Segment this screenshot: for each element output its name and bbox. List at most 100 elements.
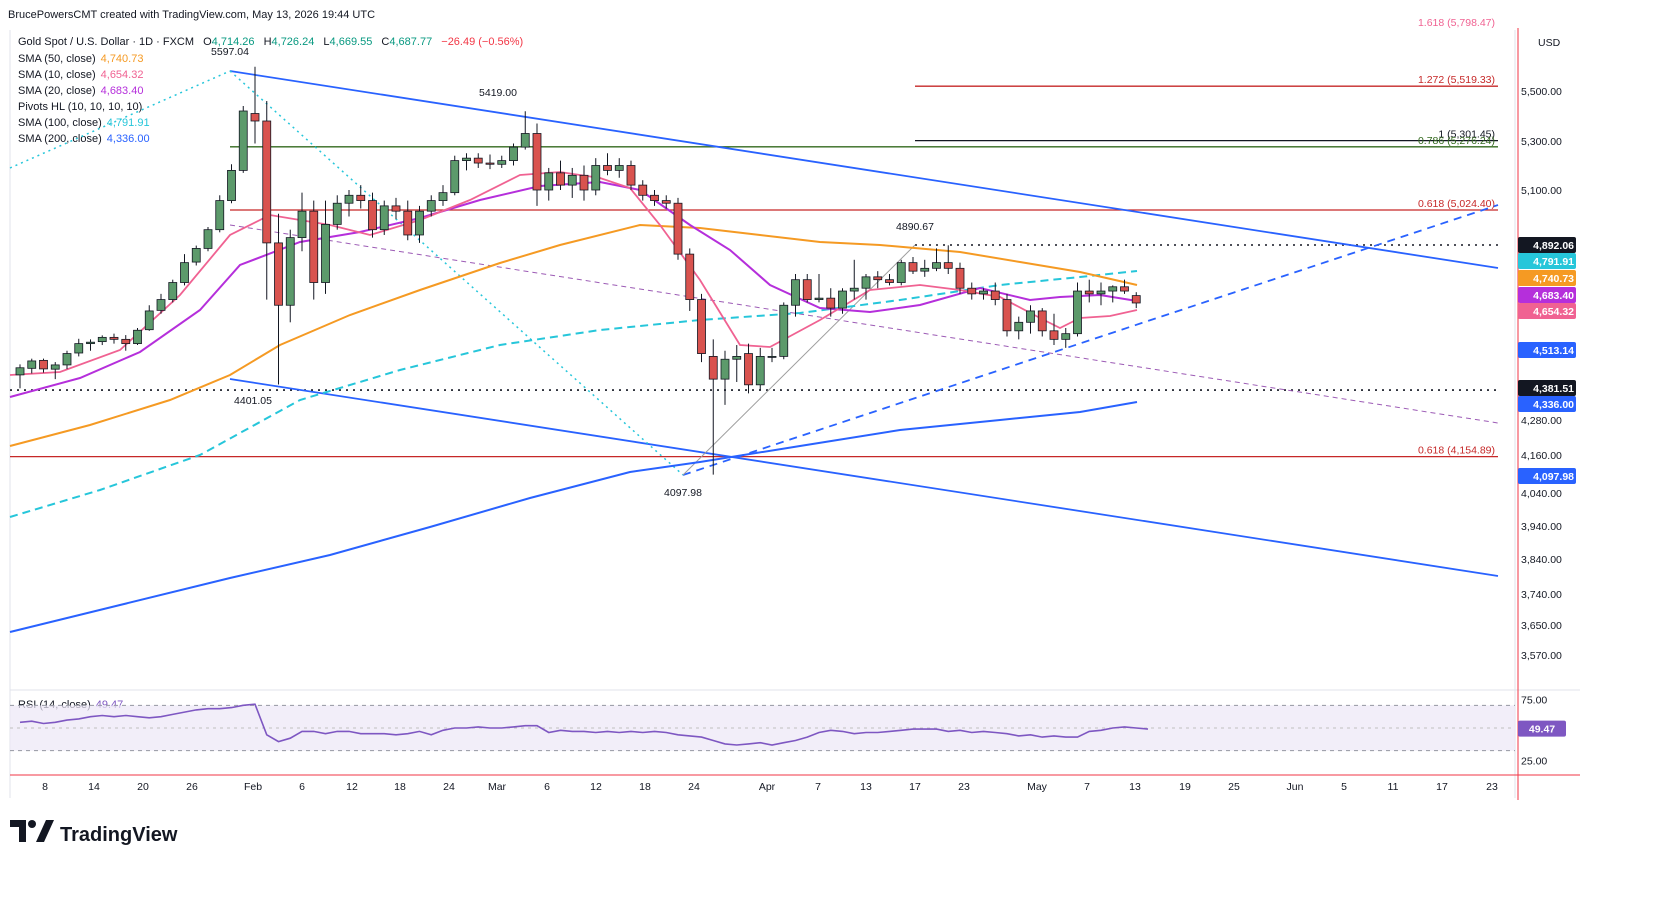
y-tick-label: 3,570.00	[1521, 650, 1562, 662]
price-tag-text: 4,097.98	[1533, 471, 1574, 483]
rsi-line	[19, 703, 1149, 746]
price-tag	[1518, 468, 1576, 484]
x-tick-label: 26	[186, 781, 198, 793]
candle-body	[473, 157, 483, 164]
price-tag	[1518, 287, 1576, 303]
legend-sma50[interactable]: SMA (50, close) 4,740.73	[18, 53, 143, 65]
candle-body	[39, 359, 48, 370]
y-tick-label: 4,040.00	[1521, 488, 1562, 500]
y-tick-label: 3,840.00	[1521, 554, 1562, 566]
close-value: 4,687.77	[389, 36, 432, 48]
x-tick-label: Jun	[1287, 781, 1304, 793]
sma50-line	[9, 223, 1138, 447]
legend-pivots[interactable]: Pivots HL (10, 10, 10, 10)	[18, 101, 142, 113]
x-tick-label: 17	[909, 781, 921, 793]
x-tick-label: Feb	[244, 781, 262, 793]
legend-sma20[interactable]: SMA (20, close) 4,683.40	[18, 85, 143, 97]
y-tick-label: 3,650.00	[1521, 620, 1562, 632]
candle-body	[203, 229, 213, 249]
candle-body	[603, 165, 612, 171]
candle-body	[920, 267, 930, 272]
candle-body	[297, 210, 307, 239]
candle-body	[250, 113, 260, 122]
tradingview-logo[interactable]: TradingView	[10, 820, 178, 846]
candle-body	[462, 157, 471, 161]
indicator-legend[interactable]: SMA (50, close) 4,740.73 SMA (10, close) 4…	[18, 53, 150, 145]
candle-body	[332, 202, 342, 225]
drawings-layer: 1.272 (5,519.33) 1 (5,301.45)0.786 (5,276…	[9, 17, 1499, 577]
price-tag-text: 4,654.32	[1533, 306, 1574, 318]
candle-body	[285, 237, 295, 306]
candle-body	[368, 200, 377, 231]
candle-body	[556, 172, 565, 186]
candle-body	[356, 194, 366, 201]
candles-layer[interactable]	[15, 66, 1141, 475]
candle-body	[74, 343, 84, 354]
x-tick-label: Mar	[488, 781, 507, 793]
candle-body	[344, 194, 354, 204]
labels-layer: 5597.04 5419.00 4890.67 4401.05 4097.98	[211, 46, 934, 499]
x-tick-label: 13	[860, 781, 872, 793]
channel-lower-line	[229, 378, 1499, 577]
rsi-value-tag-text: 49.47	[1529, 724, 1555, 736]
candle-body	[967, 287, 977, 295]
change-value: −26.49 (−0.56%)	[441, 36, 523, 48]
y-tick-label: 5,100.00	[1521, 185, 1562, 197]
rsi-level-label: 75.00	[1521, 695, 1547, 707]
candle-body	[1108, 286, 1118, 292]
candle-body	[943, 262, 953, 269]
price-tags-layer: 4,892.06 4,791.91 4,740.73 4,683.40 4,654.32…	[1518, 237, 1576, 484]
candle-body	[697, 299, 706, 354]
candle-body	[379, 205, 389, 231]
low-value: 4,669.55	[330, 36, 373, 48]
x-tick-label: 20	[137, 781, 149, 793]
cyan-dotted-line	[229, 70, 684, 476]
candle-body	[238, 110, 248, 171]
candle-body	[685, 253, 695, 300]
x-tick-label: 18	[394, 781, 406, 793]
x-tick-label: 25	[1228, 781, 1240, 793]
candle-body	[1073, 290, 1082, 335]
candle-body	[802, 279, 812, 300]
candle-body	[532, 133, 542, 191]
x-tick-label: 12	[346, 781, 358, 793]
candle-body	[450, 160, 460, 194]
fib-level-label: 0.618 (5,024.40)	[1418, 198, 1495, 210]
candle-body	[744, 353, 753, 386]
candle-body	[849, 287, 859, 292]
y-tick-label: 3,740.00	[1521, 589, 1562, 601]
moving-averages-layer	[9, 171, 1138, 633]
legend-sma10[interactable]: SMA (10, close) 4,654.32	[18, 69, 143, 81]
candle-body	[121, 338, 131, 345]
x-tick-label: 24	[443, 781, 455, 793]
x-tick-label: Apr	[759, 781, 776, 793]
legend-sma200[interactable]: SMA (200, close) 4,336.00	[18, 133, 150, 145]
legend-sma100[interactable]: SMA (100, close) 4,791.91	[18, 117, 150, 129]
candle-body	[579, 174, 589, 191]
x-tick-label: 17	[1436, 781, 1448, 793]
fib-level-label: 0.618 (4,154.89)	[1418, 445, 1495, 457]
candle-body	[838, 290, 847, 309]
x-tick-label: 24	[688, 781, 700, 793]
price-tag-text: 4,740.73	[1533, 273, 1574, 285]
candle-body	[885, 279, 894, 283]
candle-body	[309, 210, 319, 283]
candle-body	[62, 353, 72, 366]
pivot-label: 5597.04	[211, 46, 249, 58]
candle-body	[156, 299, 166, 311]
price-tag-text: 4,513.14	[1533, 345, 1574, 357]
sma100-line	[9, 270, 1138, 518]
candle-body	[673, 202, 683, 255]
candle-body	[133, 329, 142, 345]
pivot-label: 5419.00	[479, 87, 517, 99]
y-tick-label: 4,160.00	[1521, 450, 1562, 462]
candle-body	[27, 360, 37, 369]
cyan-dotted-line	[9, 70, 231, 169]
x-tick-label: 7	[1084, 781, 1090, 793]
candle-body	[873, 276, 883, 281]
rsi-value-tag	[1518, 720, 1566, 737]
symbol-name: Gold Spot / U.S. Dollar · 1D · FXCM	[18, 36, 194, 48]
price-tag-text: 4,336.00	[1533, 399, 1574, 411]
